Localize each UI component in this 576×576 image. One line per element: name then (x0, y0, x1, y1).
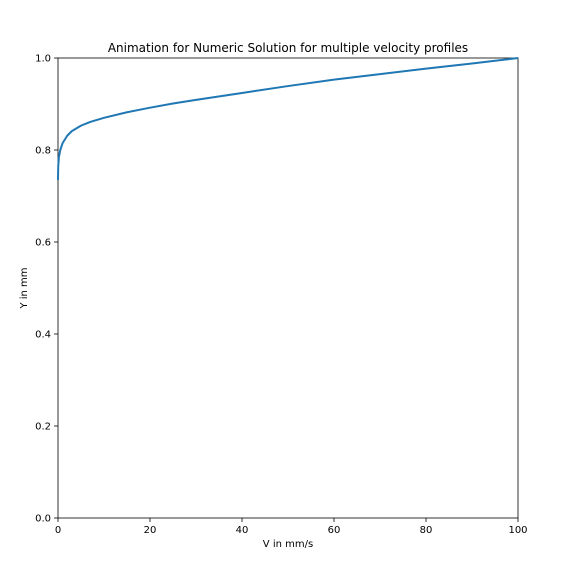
y-tick-label: 0.0 (35, 514, 51, 525)
chart-title: Animation for Numeric Solution for multi… (108, 41, 468, 55)
y-tick-label: 0.8 (35, 146, 51, 157)
x-tick-label: 0 (55, 525, 61, 536)
y-axis-label: Y in mm (19, 267, 30, 309)
y-axis-ticks: 0.0 0.2 0.4 0.6 0.8 1.0 (35, 54, 58, 525)
x-axis-label: V in mm/s (263, 539, 313, 550)
y-tick-label: 0.4 (35, 330, 51, 341)
series-layer (57, 57, 519, 180)
x-axis-ticks: 0 20 40 60 80 100 (55, 518, 528, 536)
x-tick-label: 100 (508, 525, 527, 536)
series-line-0 (57, 57, 519, 180)
y-tick-label: 1.0 (35, 54, 51, 65)
y-tick-label: 0.2 (35, 422, 51, 433)
x-tick-label: 20 (144, 525, 157, 536)
x-tick-label: 60 (328, 525, 341, 536)
x-tick-label: 40 (236, 525, 249, 536)
plot-area (57, 57, 519, 519)
y-tick-label: 0.6 (35, 238, 51, 249)
plot-frame (57, 57, 519, 519)
x-tick-label: 80 (420, 525, 433, 536)
